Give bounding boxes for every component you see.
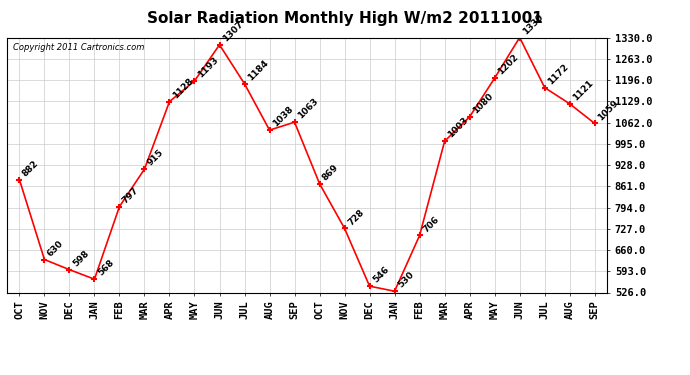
Text: 1003: 1003 (446, 116, 470, 140)
Text: 1307: 1307 (221, 20, 245, 44)
Text: 869: 869 (321, 163, 341, 182)
Text: 706: 706 (421, 214, 441, 234)
Text: 1121: 1121 (571, 78, 595, 102)
Text: 1063: 1063 (296, 97, 320, 121)
Text: 568: 568 (96, 258, 115, 278)
Text: Solar Radiation Monthly High W/m2 20111001: Solar Radiation Monthly High W/m2 201110… (147, 11, 543, 26)
Text: 915: 915 (146, 148, 166, 168)
Text: 546: 546 (371, 265, 391, 285)
Text: 797: 797 (121, 185, 141, 205)
Text: 1202: 1202 (496, 53, 520, 77)
Text: 1172: 1172 (546, 62, 570, 86)
Text: 1080: 1080 (471, 92, 495, 116)
Text: 1193: 1193 (196, 56, 220, 80)
Text: 1038: 1038 (271, 105, 295, 129)
Text: 1059: 1059 (596, 98, 620, 122)
Text: 598: 598 (71, 249, 90, 268)
Text: 882: 882 (21, 159, 41, 178)
Text: 530: 530 (396, 270, 415, 290)
Text: 1128: 1128 (171, 76, 195, 100)
Text: Copyright 2011 Cartronics.com: Copyright 2011 Cartronics.com (13, 43, 144, 52)
Text: 630: 630 (46, 238, 66, 258)
Text: 1184: 1184 (246, 58, 270, 82)
Text: 1330: 1330 (521, 12, 545, 36)
Text: 728: 728 (346, 207, 366, 227)
